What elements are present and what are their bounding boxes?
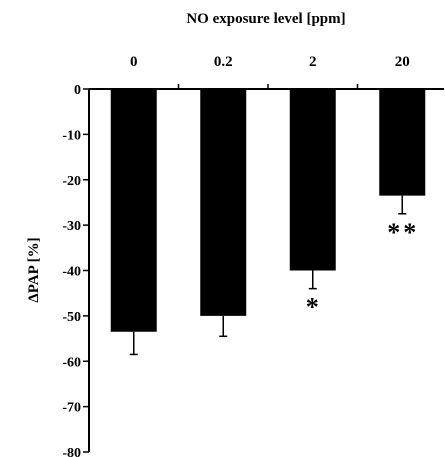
y-tick-label: -30	[62, 219, 81, 234]
x-category-label: 0	[130, 54, 138, 70]
x-axis: 0 0.2 2 20	[89, 54, 444, 90]
significance-mark: *	[306, 293, 322, 322]
x-category-label: 20	[395, 54, 410, 70]
significance-marks-group: ***	[306, 218, 419, 322]
chart-title: NO exposure level [ppm]	[186, 11, 345, 27]
bar	[200, 89, 247, 316]
y-tick-label: -20	[62, 174, 81, 189]
bar	[110, 89, 157, 332]
y-tick-label: -50	[62, 310, 81, 325]
y-tick-label: -70	[62, 401, 81, 416]
y-tick-label: -40	[62, 265, 81, 280]
y-tick-label: -60	[62, 355, 81, 370]
bar	[379, 89, 426, 196]
bar	[289, 89, 336, 271]
y-axis: 0 -10 -20 -30 -40 -50 -60 -70 -80	[62, 83, 90, 457]
bars-group	[110, 89, 426, 332]
y-axis-label: ΔPAP [%]	[26, 237, 42, 302]
y-tick-label: -10	[62, 128, 81, 143]
y-tick-label: 0	[74, 83, 81, 98]
error-bars-group	[129, 195, 407, 356]
significance-mark: **	[387, 218, 419, 247]
x-category-label: 0.2	[214, 54, 233, 70]
y-tick-label: -80	[62, 446, 81, 457]
x-category-label: 2	[309, 54, 317, 70]
